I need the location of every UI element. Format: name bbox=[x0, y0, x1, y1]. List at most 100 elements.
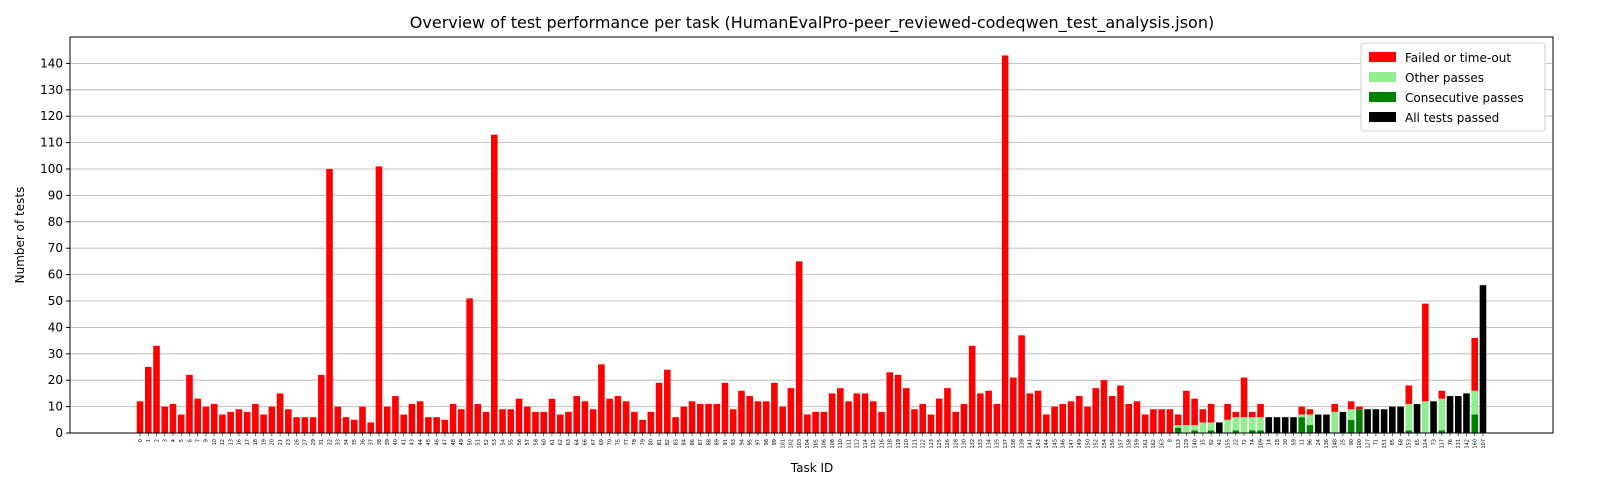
legend-swatch bbox=[1369, 92, 1396, 102]
bar-segment bbox=[795, 261, 803, 433]
bar-segment bbox=[845, 401, 852, 433]
x-tick-label: 154 bbox=[1102, 439, 1108, 449]
bar-segment bbox=[985, 390, 992, 433]
bar-segment bbox=[1430, 401, 1437, 433]
x-tick-label: 61 bbox=[550, 439, 556, 445]
bar-segment bbox=[235, 409, 243, 433]
bar-segment bbox=[647, 411, 655, 433]
x-tick-label: 19 bbox=[261, 439, 267, 445]
x-tick-label: 92 bbox=[1209, 439, 1215, 445]
x-tick-label: 53 bbox=[492, 439, 498, 445]
bar-segment bbox=[1471, 390, 1479, 415]
bar-segment bbox=[754, 401, 762, 433]
x-tick-label: 81 bbox=[657, 439, 663, 445]
bar-segment bbox=[301, 417, 309, 433]
x-tick-label: 116 bbox=[879, 439, 885, 449]
x-tick-label: 10 bbox=[212, 439, 218, 445]
bar-segment bbox=[202, 406, 210, 433]
bar-segment bbox=[1422, 401, 1429, 433]
bar-segment bbox=[952, 411, 959, 433]
x-tick-label: 9 bbox=[204, 439, 210, 442]
x-tick-label: 159 bbox=[1135, 439, 1141, 449]
bar-segment bbox=[837, 388, 844, 433]
bar-segment bbox=[1191, 430, 1198, 433]
y-tick-label: 10 bbox=[48, 400, 63, 414]
x-tick-label: 7 bbox=[196, 439, 202, 442]
x-tick-label: 69 bbox=[599, 439, 605, 445]
x-tick-label: 153 bbox=[1407, 439, 1413, 449]
x-tick-label: 55 bbox=[509, 439, 515, 445]
bar-segment bbox=[1331, 411, 1338, 433]
x-tick-label: 21 bbox=[278, 439, 284, 445]
x-tick-label: 79 bbox=[640, 439, 646, 445]
x-tick-label: 105 bbox=[813, 439, 819, 449]
bar-segment bbox=[342, 417, 350, 433]
bar-segment bbox=[400, 414, 407, 433]
x-tick-label: 63 bbox=[566, 439, 572, 445]
legend: Failed or time-out Other passes Consecutiv… bbox=[1360, 42, 1546, 132]
y-tick-label: 40 bbox=[48, 320, 63, 334]
x-tick-label: 85 bbox=[1390, 439, 1396, 445]
bar-segment bbox=[565, 411, 572, 433]
x-tick-label: 66 bbox=[583, 439, 589, 445]
bar-segment bbox=[894, 374, 902, 433]
bar-segment bbox=[416, 401, 424, 433]
x-tick-label: 94 bbox=[739, 439, 745, 445]
bar-segment bbox=[540, 411, 548, 433]
legend-swatch bbox=[1369, 72, 1396, 82]
bar-segment bbox=[1257, 430, 1264, 433]
bar-segment bbox=[1405, 403, 1413, 431]
bar-segment bbox=[598, 364, 605, 433]
bar-segment bbox=[474, 403, 482, 433]
bar-segment bbox=[425, 417, 432, 433]
bar-segment bbox=[1248, 411, 1256, 418]
bar-segment bbox=[713, 403, 721, 433]
x-tick-label: 14 bbox=[1267, 439, 1273, 445]
bar-segment bbox=[219, 414, 226, 433]
x-tick-label: 16 bbox=[237, 439, 243, 445]
bar-segment bbox=[1405, 430, 1413, 433]
legend-label: Failed or time-out bbox=[1405, 51, 1511, 65]
x-tick-label: 32 bbox=[327, 439, 333, 445]
bar-segment bbox=[705, 403, 712, 433]
y-tick-label: 90 bbox=[48, 188, 63, 202]
bar-segment bbox=[1018, 335, 1025, 433]
bar-segment bbox=[1240, 417, 1248, 433]
bar-segment bbox=[581, 401, 589, 433]
bar-segment bbox=[1158, 409, 1165, 433]
bar-segment bbox=[1183, 425, 1190, 433]
bar-segment bbox=[285, 409, 292, 433]
x-tick-label: 139 bbox=[1019, 439, 1025, 449]
bar-segment bbox=[194, 398, 201, 433]
x-tick-label: 2 bbox=[154, 439, 160, 442]
y-tick-label: 100 bbox=[40, 162, 63, 176]
bar-segment bbox=[210, 403, 218, 433]
x-tick-label: 143 bbox=[1036, 439, 1042, 449]
x-tick-label: 65 bbox=[1415, 439, 1421, 445]
bar-segment bbox=[515, 398, 523, 433]
bar-segment bbox=[1356, 409, 1363, 433]
bar-segment bbox=[1306, 425, 1314, 433]
bar-segment bbox=[1240, 377, 1248, 418]
bar-segment bbox=[309, 417, 317, 433]
x-tick-label: 8 bbox=[1168, 439, 1174, 442]
bar-segment bbox=[869, 401, 877, 433]
y-tick-label: 70 bbox=[48, 241, 63, 255]
bar-segment bbox=[746, 396, 754, 433]
bar-segment bbox=[408, 403, 416, 433]
x-tick-label: 27 bbox=[303, 439, 309, 445]
x-tick-label: 150 bbox=[1085, 439, 1091, 449]
x-tick-label: 130 bbox=[962, 439, 968, 449]
bar-segment bbox=[960, 403, 968, 433]
bar-segment bbox=[523, 406, 531, 433]
bar-segment bbox=[1084, 406, 1091, 433]
x-tick-label: 158 bbox=[1126, 439, 1132, 449]
x-tick-label: 42 bbox=[1217, 439, 1223, 445]
x-tick-label: 110 bbox=[838, 439, 844, 449]
y-tick-label: 20 bbox=[48, 373, 63, 387]
bar-segment bbox=[1273, 417, 1281, 433]
bar-segment bbox=[1356, 406, 1363, 410]
x-tick-label: 137 bbox=[1003, 439, 1009, 449]
bar-segment bbox=[491, 134, 498, 433]
